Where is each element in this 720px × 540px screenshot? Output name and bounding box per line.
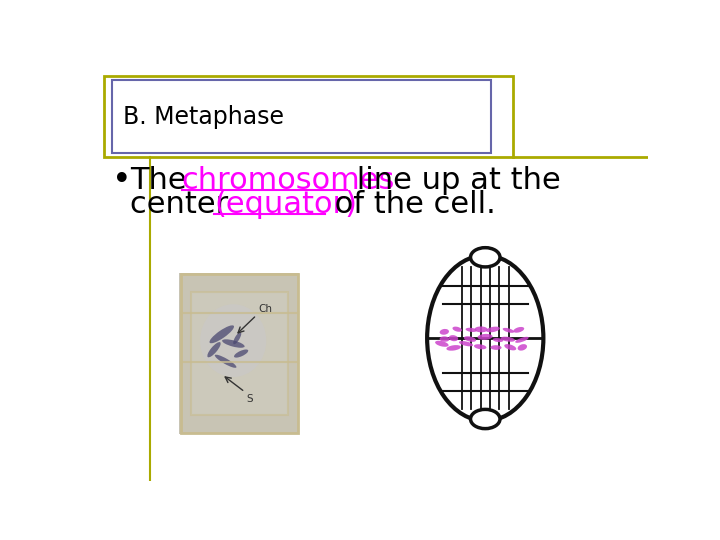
Ellipse shape <box>440 329 449 335</box>
Ellipse shape <box>207 342 220 357</box>
Ellipse shape <box>435 341 449 347</box>
Ellipse shape <box>466 328 477 332</box>
Text: center: center <box>130 191 238 219</box>
Ellipse shape <box>215 355 236 368</box>
Text: line up at the: line up at the <box>347 166 561 195</box>
Ellipse shape <box>518 344 527 350</box>
Ellipse shape <box>464 336 476 342</box>
Ellipse shape <box>504 344 516 350</box>
Ellipse shape <box>222 339 245 348</box>
Text: The: The <box>130 166 197 195</box>
Ellipse shape <box>474 344 487 349</box>
Ellipse shape <box>500 336 515 342</box>
Ellipse shape <box>233 332 241 345</box>
Ellipse shape <box>471 248 500 267</box>
Ellipse shape <box>513 327 524 333</box>
Ellipse shape <box>490 345 502 350</box>
Text: (equator): (equator) <box>214 191 357 219</box>
Ellipse shape <box>474 327 487 332</box>
Text: B. Metaphase: B. Metaphase <box>122 105 284 129</box>
Ellipse shape <box>503 328 514 333</box>
Text: Ch: Ch <box>258 303 272 314</box>
Ellipse shape <box>449 335 458 341</box>
Bar <box>181 274 297 433</box>
Bar <box>179 273 300 434</box>
Text: S: S <box>246 394 253 404</box>
Ellipse shape <box>427 255 544 421</box>
Ellipse shape <box>516 337 528 343</box>
Ellipse shape <box>446 345 461 350</box>
Text: of the cell.: of the cell. <box>325 191 495 219</box>
Ellipse shape <box>440 336 449 342</box>
Text: •: • <box>112 164 131 197</box>
Ellipse shape <box>471 409 500 429</box>
Ellipse shape <box>486 327 500 332</box>
Bar <box>191 292 287 415</box>
Ellipse shape <box>459 341 473 346</box>
Ellipse shape <box>477 334 492 340</box>
Ellipse shape <box>234 349 248 357</box>
Ellipse shape <box>210 325 234 343</box>
Text: chromosomes: chromosomes <box>181 166 395 195</box>
Bar <box>112 80 492 153</box>
Bar <box>104 76 513 157</box>
Ellipse shape <box>452 327 462 332</box>
Ellipse shape <box>492 338 503 342</box>
Ellipse shape <box>200 304 266 377</box>
